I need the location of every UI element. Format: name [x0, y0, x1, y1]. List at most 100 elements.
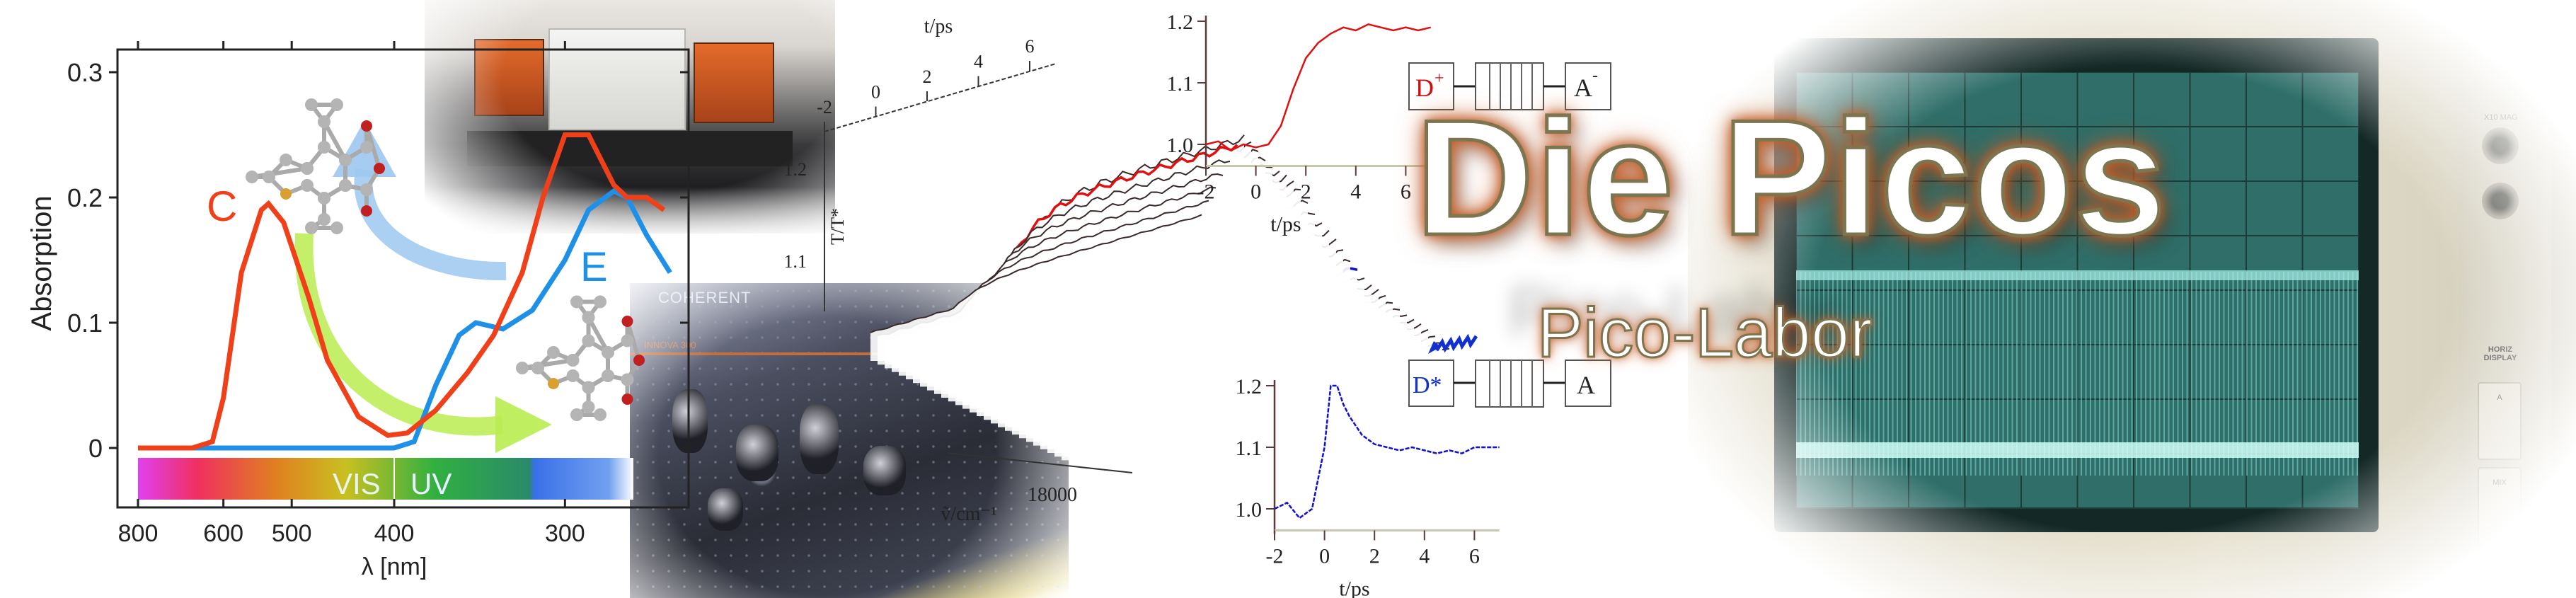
donor-box [1408, 360, 1454, 407]
laser-model-label: INNOVA 300 [644, 340, 696, 350]
atom [566, 369, 580, 382]
kinetic-trace-bottom: 1.0 1.1 1.2 -2 0 2 4 6 t/ps [1236, 375, 1500, 598]
x-axis-label: t/ps [1339, 577, 1369, 598]
absorption-chart: VIS UV 800 600 500 400 300 0 0.1 0.2 0.3 Absorp… [26, 41, 690, 580]
molecule-c-icon [246, 98, 385, 234]
atom [531, 362, 544, 374]
atom [548, 378, 559, 389]
bridge-frame [1475, 360, 1544, 408]
scope-knob-label: X10 MAG [2484, 113, 2518, 122]
atom [582, 311, 595, 324]
x-ticks: 800 600 500 400 300 [118, 41, 585, 547]
optic-mount [708, 488, 743, 531]
atom [566, 354, 580, 367]
banner-subtitle: Pico-Labor [1536, 294, 1874, 372]
molecule-e-icon [516, 295, 645, 421]
acceptor-box [1565, 360, 1611, 407]
t-tick-label: -2 [817, 97, 832, 117]
atom [360, 141, 373, 154]
scope-panel-label: HORIZ DISPLAY [2483, 345, 2517, 362]
z-tick: 1.1 [784, 251, 807, 272]
x-tick-label: 2 [1369, 544, 1380, 568]
atom [263, 171, 275, 183]
x-tick-label: 600 [203, 520, 243, 547]
waterfall-curve-fill [870, 214, 1202, 361]
atom [301, 162, 314, 175]
waterfall-curves [870, 134, 1450, 490]
optic-mount [800, 403, 839, 474]
atom [547, 346, 560, 359]
atom [361, 205, 372, 217]
laser-beam [630, 352, 1069, 355]
nu-axis-label: ṽ/cm⁻¹ [941, 503, 996, 525]
atom [374, 163, 385, 174]
atom [301, 179, 314, 192]
scope-knob [2482, 183, 2519, 219]
atom [318, 115, 330, 128]
vis-label: VIS [333, 467, 381, 500]
bridge-box [1475, 62, 1544, 110]
atom [361, 120, 372, 132]
optic-mount [672, 389, 708, 453]
atom [360, 183, 373, 196]
nu-tick: 18000 [1028, 484, 1077, 506]
y-axis-label: Absorption [26, 195, 57, 330]
acceptor-charge: - [1592, 67, 1598, 85]
bridge-box [1475, 360, 1544, 408]
atom [305, 98, 318, 111]
oscilloscope-photo: X10 MAG HORIZ DISPLAY A MIX [1688, 0, 2576, 598]
atom [318, 192, 330, 205]
atom [602, 369, 614, 382]
atom [280, 188, 292, 200]
scope-knob [2482, 127, 2519, 164]
t-axis-label: t/ps [924, 16, 953, 38]
blue-arrow-icon [354, 168, 507, 281]
atom [582, 334, 595, 347]
x-tick-label: 0 [1250, 180, 1261, 203]
trace-line [1274, 384, 1500, 519]
atom [318, 213, 330, 226]
x-tick-label: -2 [1197, 180, 1215, 203]
t-tick-label: 4 [974, 52, 983, 72]
bond [586, 316, 610, 354]
acceptor-box [1565, 62, 1611, 110]
atom [633, 355, 645, 366]
series-e-label: E [580, 244, 608, 290]
optic-mount [736, 425, 778, 481]
y-tick-label: 0.3 [67, 58, 103, 87]
y-tick-label: 1.2 [1167, 11, 1194, 34]
series-c-line [138, 132, 666, 451]
x-tick-label: 2 [1301, 180, 1311, 203]
atom [582, 401, 595, 413]
y-tick-label: 0.1 [67, 309, 103, 338]
scope-button-a: A [2478, 382, 2522, 460]
x-tick-label: 0 [1319, 544, 1330, 568]
photon-wave-icon [1434, 333, 1478, 353]
t-axis-line [824, 63, 1057, 132]
y-tick-label: 1.0 [1167, 134, 1194, 157]
atom [621, 334, 634, 347]
photon-arrowhead-icon [1428, 341, 1441, 354]
t-tick-label: 0 [871, 82, 880, 103]
atom [570, 295, 583, 309]
atom [570, 408, 583, 421]
donor-label: D* [1413, 372, 1442, 398]
atom [594, 408, 606, 421]
x-tick-label: 300 [545, 520, 585, 547]
atom [339, 179, 352, 192]
atom [318, 141, 330, 154]
waterfall-plot: -2 0 2 4 6 t/ps 1.2 1.1 T/T* 18000 ṽ/cm⁻¹ [784, 16, 1450, 525]
x-tick-label: 4 [1419, 544, 1430, 568]
x-tick-label: 4 [1350, 180, 1361, 203]
y-tick-label: 1.2 [1236, 375, 1263, 398]
bond [522, 358, 573, 370]
series-c-label: C [207, 183, 237, 230]
y-tick-label: 0.2 [67, 183, 103, 212]
scope-graticule [1796, 72, 2359, 509]
y-tick-label: 1.1 [1167, 72, 1194, 96]
laser-head-right [694, 42, 774, 123]
nu-axis-line [948, 452, 1133, 473]
donor-label: D [1415, 74, 1434, 102]
absorption-frame [116, 48, 690, 509]
